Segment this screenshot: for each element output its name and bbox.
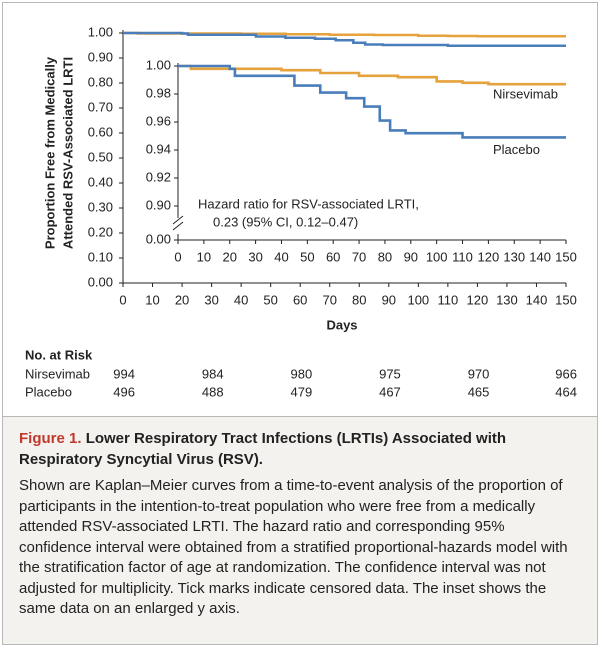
annotation: Hazard ratio for RSV-associated LRTI, xyxy=(198,196,419,211)
risk-value: 496 xyxy=(113,384,135,399)
y-tick-label: 0.96 xyxy=(146,113,171,128)
x-tick-label: 110 xyxy=(437,292,458,307)
risk-value: 975 xyxy=(379,366,401,381)
risk-value: 464 xyxy=(555,384,577,399)
y-tick-label: 0.94 xyxy=(146,141,171,156)
x-tick-label: 40 xyxy=(234,292,248,307)
y-tick-label: 0.80 xyxy=(88,74,113,89)
y-axis-label: Attended RSV-Associated LRTI xyxy=(60,57,75,249)
km-curve xyxy=(123,31,566,48)
risk-value: 994 xyxy=(113,366,135,381)
risk-title: No. at Risk xyxy=(25,347,93,362)
x-tick-label: 10 xyxy=(145,292,159,307)
x-tick-label: 80 xyxy=(352,292,366,307)
x-tick-label: 40 xyxy=(274,249,288,264)
y-tick-label: 0.50 xyxy=(88,149,113,164)
x-tick-label: 130 xyxy=(503,249,525,264)
x-tick-label: 120 xyxy=(478,249,500,264)
risk-value: 467 xyxy=(379,384,401,399)
x-tick-label: 90 xyxy=(404,249,418,264)
x-tick-label: 0 xyxy=(119,292,126,307)
caption: Figure 1. Lower Respiratory Tract Infect… xyxy=(3,416,597,644)
x-tick-label: 120 xyxy=(467,292,489,307)
x-tick-label: 50 xyxy=(300,249,314,264)
y-tick-label: 0.10 xyxy=(88,249,113,264)
x-tick-label: 150 xyxy=(555,249,577,264)
x-tick-label: 90 xyxy=(382,292,396,307)
x-tick-label: 60 xyxy=(326,249,340,264)
km-curve xyxy=(178,64,566,139)
x-tick-label: 140 xyxy=(526,292,548,307)
caption-body: Shown are Kaplan–Meier curves from a tim… xyxy=(19,477,568,617)
y-tick-label: 0.00 xyxy=(88,274,113,289)
y-tick-label: 0.70 xyxy=(88,99,113,114)
x-tick-label: 20 xyxy=(222,249,236,264)
x-tick-label: 20 xyxy=(175,292,189,307)
y-tick-label: 0.30 xyxy=(88,199,113,214)
risk-value: 984 xyxy=(202,366,224,381)
x-tick-label: 140 xyxy=(529,249,551,264)
risk-value: 465 xyxy=(468,384,490,399)
x-tick-label: 50 xyxy=(263,292,277,307)
risk-row-label: Nirsevimab xyxy=(25,366,90,381)
y-tick-label: 0.98 xyxy=(146,85,171,100)
y-tick-label: 0.00 xyxy=(146,231,171,246)
figure-label: Figure 1. xyxy=(19,430,82,447)
annotation: 0.23 (95% CI, 0.12–0.47) xyxy=(213,214,358,229)
x-tick-label: 0 xyxy=(174,249,181,264)
x-tick-label: 70 xyxy=(322,292,336,307)
y-tick-label: 1.00 xyxy=(146,57,171,72)
x-tick-label: 70 xyxy=(352,249,366,264)
x-tick-label: 30 xyxy=(204,292,218,307)
y-tick-label: 1.00 xyxy=(88,24,113,39)
risk-value: 980 xyxy=(290,366,312,381)
x-tick-label: 100 xyxy=(426,249,448,264)
risk-value: 966 xyxy=(555,366,577,381)
km-curve xyxy=(178,64,566,86)
risk-value: 488 xyxy=(202,384,224,399)
axis-break xyxy=(172,215,184,231)
y-tick-label: 0.90 xyxy=(146,197,171,212)
y-tick-label: 0.92 xyxy=(146,169,171,184)
risk-row-label: Placebo xyxy=(25,384,72,399)
series-label: Nirsevimab xyxy=(493,87,558,102)
x-tick-label: 150 xyxy=(555,292,577,307)
chart: Proportion Free from Medically Attended … xyxy=(25,24,577,399)
y-axis-label: Proportion Free from Medically xyxy=(42,56,57,249)
risk-value: 970 xyxy=(468,366,490,381)
x-tick-label: 130 xyxy=(496,292,518,307)
x-tick-label: 100 xyxy=(407,292,429,307)
series-label: Placebo xyxy=(493,142,540,157)
x-tick-label: 60 xyxy=(293,292,307,307)
y-tick-label: 0.90 xyxy=(88,49,113,64)
caption-title: Lower Respiratory Tract Infections (LRTI… xyxy=(19,430,507,468)
x-axis-label: Days xyxy=(326,317,357,332)
y-tick-label: 0.60 xyxy=(88,124,113,139)
x-tick-label: 10 xyxy=(197,249,211,264)
y-tick-label: 0.20 xyxy=(88,224,113,239)
x-tick-label: 110 xyxy=(452,249,473,264)
x-tick-label: 30 xyxy=(248,249,262,264)
y-tick-label: 0.40 xyxy=(88,174,113,189)
x-tick-label: 80 xyxy=(378,249,392,264)
risk-value: 479 xyxy=(290,384,312,399)
